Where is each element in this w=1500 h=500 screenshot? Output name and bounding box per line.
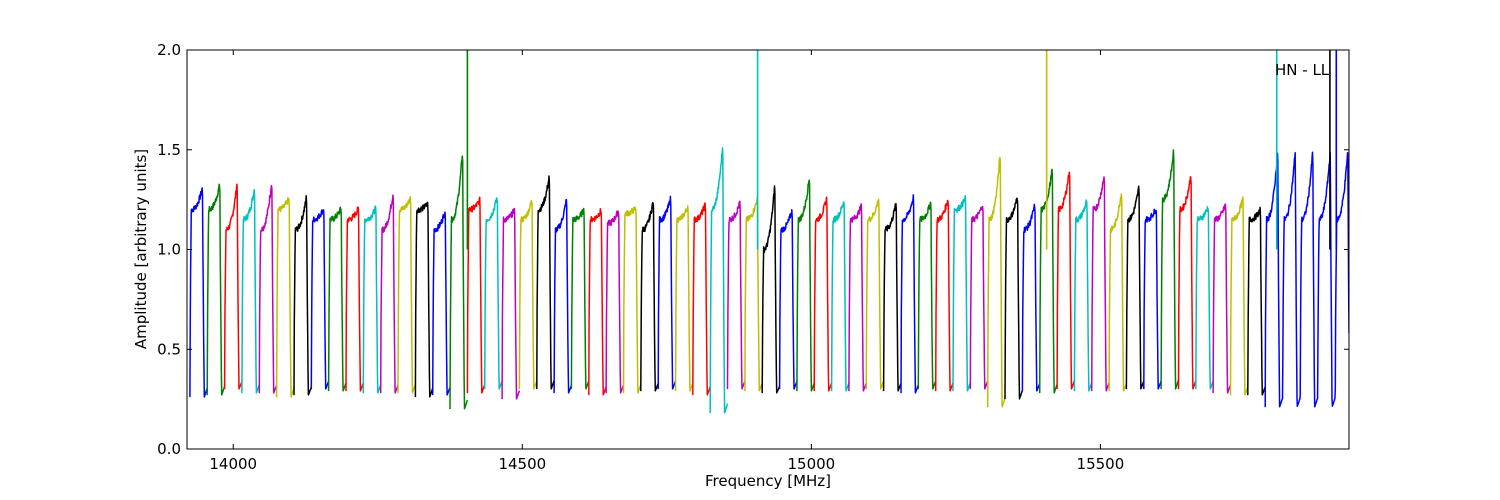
series-line-34 bbox=[761, 185, 781, 394]
x-axis-ticks: 14000 14500 15000 15500 bbox=[209, 50, 1124, 473]
series-line-47 bbox=[986, 156, 1006, 408]
series-line-29 bbox=[674, 205, 694, 392]
series-line-26 bbox=[622, 206, 642, 394]
series-line-62 bbox=[1247, 206, 1266, 396]
series-line-54 bbox=[1108, 193, 1128, 392]
series-line-35 bbox=[778, 208, 798, 390]
series-line-55 bbox=[1125, 185, 1145, 390]
series-line-18 bbox=[483, 197, 503, 390]
series-layer bbox=[189, 147, 1349, 414]
series-line-39 bbox=[848, 203, 867, 392]
y-tick-label-2: 0.5 bbox=[157, 340, 181, 358]
series-line-2 bbox=[206, 183, 226, 396]
series-line-15 bbox=[431, 211, 451, 396]
series-line-37 bbox=[813, 196, 833, 392]
series-line-53 bbox=[1090, 176, 1110, 392]
series-line-42 bbox=[900, 194, 919, 394]
series-line-23 bbox=[570, 207, 590, 390]
series-line-41 bbox=[882, 202, 902, 392]
series-line-6 bbox=[275, 197, 295, 398]
spike-layer bbox=[466, 50, 1338, 250]
series-line-3 bbox=[223, 183, 243, 390]
series-line-20 bbox=[518, 199, 538, 390]
series-line-4 bbox=[241, 188, 260, 394]
y-tick-label-5: 2.0 bbox=[157, 41, 181, 59]
series-line-31 bbox=[709, 147, 729, 414]
series-line-1 bbox=[189, 187, 208, 398]
series-line-45 bbox=[952, 194, 972, 392]
series-line-57 bbox=[1160, 149, 1180, 390]
x-axis-label: Frequency [MHz] bbox=[705, 472, 831, 490]
y-tick-label-4: 1.5 bbox=[157, 141, 181, 159]
series-line-30 bbox=[692, 202, 711, 396]
series-line-38 bbox=[830, 201, 850, 392]
series-line-59 bbox=[1195, 206, 1214, 390]
y-axis-label: Amplitude [arbitrary units] bbox=[132, 149, 150, 349]
series-line-25 bbox=[605, 210, 625, 394]
series-line-52 bbox=[1073, 199, 1093, 392]
series-line-44 bbox=[934, 199, 954, 392]
x-tick-label-2: 14500 bbox=[498, 455, 546, 473]
x-tick-label-4: 15500 bbox=[1077, 455, 1125, 473]
series-line-49 bbox=[1021, 203, 1041, 392]
series-line-58 bbox=[1177, 176, 1197, 390]
y-tick-label-1: 0.0 bbox=[157, 440, 181, 458]
series-line-8 bbox=[310, 209, 330, 390]
series-line-12 bbox=[379, 194, 399, 394]
series-line-48 bbox=[1004, 197, 1024, 400]
series-line-11 bbox=[362, 205, 382, 394]
series-line-63 bbox=[1264, 151, 1349, 408]
series-line-9 bbox=[327, 206, 347, 392]
y-axis-ticks: 0.0 0.5 1.0 1.5 2.0 bbox=[157, 41, 1349, 458]
series-line-40 bbox=[865, 198, 885, 390]
y-tick-label-3: 1.0 bbox=[157, 241, 181, 259]
series-line-10 bbox=[345, 206, 365, 392]
x-tick-label-3: 15000 bbox=[787, 455, 835, 473]
series-line-61 bbox=[1229, 196, 1249, 396]
series-line-21 bbox=[536, 175, 555, 390]
series-line-17 bbox=[466, 196, 486, 394]
series-line-43 bbox=[917, 201, 937, 390]
annotation-label: HN - LL bbox=[1275, 61, 1330, 79]
series-line-50 bbox=[1038, 168, 1058, 394]
series-line-33 bbox=[744, 196, 763, 392]
series-line-56 bbox=[1143, 208, 1162, 390]
series-line-46 bbox=[969, 205, 989, 390]
series-line-7 bbox=[293, 195, 312, 396]
series-line-14 bbox=[414, 201, 434, 398]
series-line-13 bbox=[397, 196, 417, 394]
series-line-36 bbox=[796, 179, 815, 392]
series-line-51 bbox=[1056, 171, 1076, 390]
x-tick-label-1: 14000 bbox=[209, 455, 257, 473]
series-line-22 bbox=[553, 198, 573, 394]
series-line-19 bbox=[501, 207, 521, 400]
series-line-16 bbox=[449, 155, 469, 410]
series-line-60 bbox=[1212, 203, 1232, 394]
series-line-5 bbox=[258, 184, 278, 394]
series-line-28 bbox=[657, 195, 677, 390]
series-line-27 bbox=[640, 201, 659, 392]
series-line-32 bbox=[726, 200, 746, 390]
series-line-24 bbox=[588, 208, 607, 396]
